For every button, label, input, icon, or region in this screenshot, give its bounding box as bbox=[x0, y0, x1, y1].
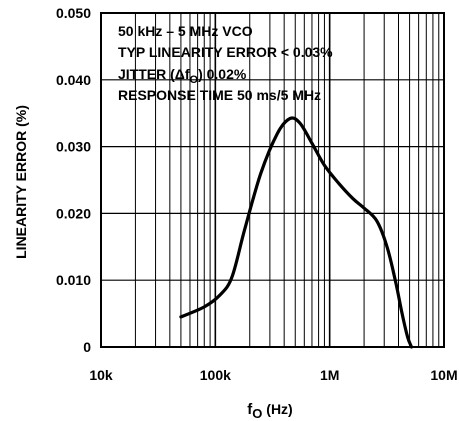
x-axis-title-subscript: O bbox=[252, 406, 262, 421]
annotation-line-1: 50 kHz – 5 MHz VCO bbox=[118, 23, 253, 39]
y-tick-label: 0 bbox=[83, 339, 91, 355]
series-line bbox=[179, 116, 414, 349]
x-axis-title: fO (Hz) bbox=[247, 401, 292, 421]
y-tick-label: 0.020 bbox=[56, 205, 91, 221]
x-tick-label: 10k bbox=[89, 367, 113, 383]
annotation-line-3-subscript: O bbox=[190, 74, 199, 86]
y-axis-title: LINEARITY ERROR (%) bbox=[13, 105, 29, 259]
annotation-line-3-part-b: ) 0.02% bbox=[198, 66, 247, 82]
y-tick-label: 0.040 bbox=[56, 72, 91, 88]
plot-frame bbox=[100, 12, 445, 348]
y-tick-label: 0.030 bbox=[56, 139, 91, 155]
annotation-line-3-part-a: JITTER (Δf bbox=[118, 66, 190, 82]
x-axis-title-main: f bbox=[247, 401, 253, 418]
y-tick-label: 0.050 bbox=[56, 5, 91, 21]
annotation-line-2: TYP LINEARITY ERROR < 0.03% bbox=[118, 44, 333, 60]
x-tick-label: 10M bbox=[430, 367, 457, 383]
annotation-line-3: JITTER (ΔfO) 0.02% bbox=[118, 66, 247, 86]
x-tick-label: 1M bbox=[320, 367, 339, 383]
annotation-block: 50 kHz – 5 MHz VCO TYP LINEARITY ERROR <… bbox=[118, 23, 333, 103]
y-tick-label: 0.010 bbox=[56, 272, 91, 288]
x-tick-label: 100k bbox=[200, 367, 231, 383]
tick-labels: 0 0.010 0.020 0.030 0.040 0.050 10k 100k 1M 10M bbox=[56, 5, 458, 383]
annotation-line-4: RESPONSE TIME 50 ms/5 MHz bbox=[118, 87, 321, 103]
grid bbox=[101, 13, 444, 347]
x-axis-title-unit: (Hz) bbox=[262, 401, 292, 417]
